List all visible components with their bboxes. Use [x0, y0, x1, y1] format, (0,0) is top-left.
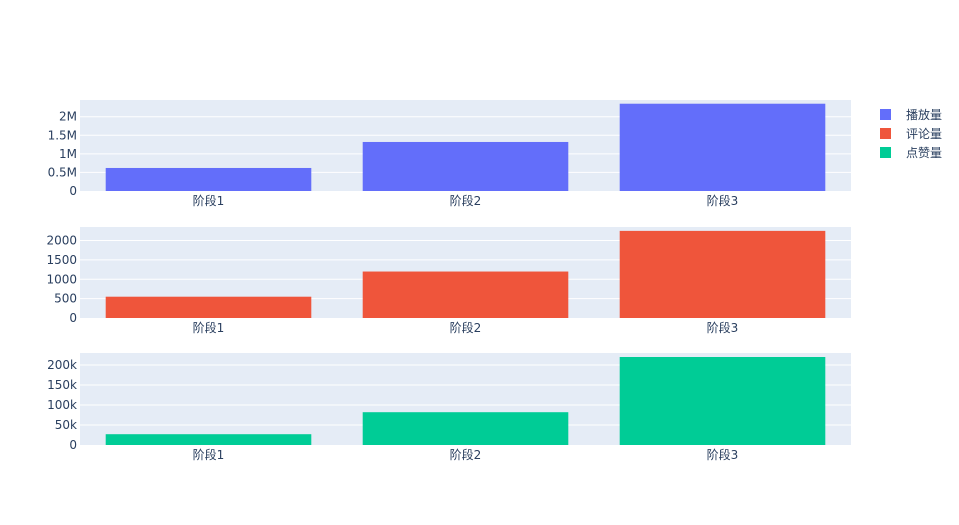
x-tick-label-views-2: 阶段2 — [450, 193, 482, 208]
bar-comments-2[interactable] — [362, 271, 569, 318]
bar-views-3[interactable] — [619, 103, 826, 191]
x-tick-label-views-3: 阶段3 — [707, 193, 739, 208]
bar-views-2[interactable] — [362, 141, 569, 191]
legend-swatch-comments[interactable] — [880, 128, 891, 139]
y-tick-label-views-0: 0 — [69, 184, 77, 198]
x-tick-label-comments-3: 阶段3 — [707, 320, 739, 335]
y-tick-label-comments-4: 2000 — [46, 234, 77, 248]
bar-comments-3[interactable] — [619, 230, 826, 318]
bar-likes-3[interactable] — [619, 357, 826, 445]
y-tick-label-comments-3: 1500 — [46, 253, 77, 267]
y-tick-label-comments-0: 0 — [69, 311, 77, 325]
y-tick-label-comments-1: 500 — [54, 292, 77, 306]
y-tick-label-likes-3: 150k — [47, 378, 77, 392]
legend-label-views[interactable]: 播放量 — [906, 107, 942, 122]
legend-swatch-views[interactable] — [880, 109, 891, 120]
y-tick-label-views-4: 2M — [59, 110, 77, 124]
y-tick-label-comments-2: 1000 — [46, 272, 77, 286]
bar-views-1[interactable] — [105, 167, 312, 191]
legend-swatch-likes[interactable] — [880, 147, 891, 158]
bar-likes-1[interactable] — [105, 434, 312, 445]
legend-label-likes[interactable]: 点赞量 — [906, 146, 942, 160]
y-tick-label-likes-0: 0 — [69, 438, 77, 452]
y-tick-label-likes-4: 200k — [47, 358, 77, 372]
y-tick-label-views-2: 1M — [59, 147, 77, 161]
x-tick-label-comments-1: 阶段1 — [193, 320, 225, 335]
bar-comments-1[interactable] — [105, 296, 312, 318]
y-tick-label-views-3: 1.5M — [48, 128, 77, 142]
y-tick-label-views-1: 0.5M — [48, 165, 77, 179]
bar-likes-2[interactable] — [362, 412, 569, 445]
x-tick-label-likes-1: 阶段1 — [193, 447, 225, 462]
legend-label-comments[interactable]: 评论量 — [906, 127, 942, 141]
x-tick-label-likes-2: 阶段2 — [450, 447, 482, 462]
y-tick-label-likes-2: 100k — [47, 398, 77, 412]
x-tick-label-comments-2: 阶段2 — [450, 320, 482, 335]
y-tick-label-likes-1: 50k — [55, 418, 77, 432]
x-tick-label-views-1: 阶段1 — [193, 193, 225, 208]
x-tick-label-likes-3: 阶段3 — [707, 447, 739, 462]
